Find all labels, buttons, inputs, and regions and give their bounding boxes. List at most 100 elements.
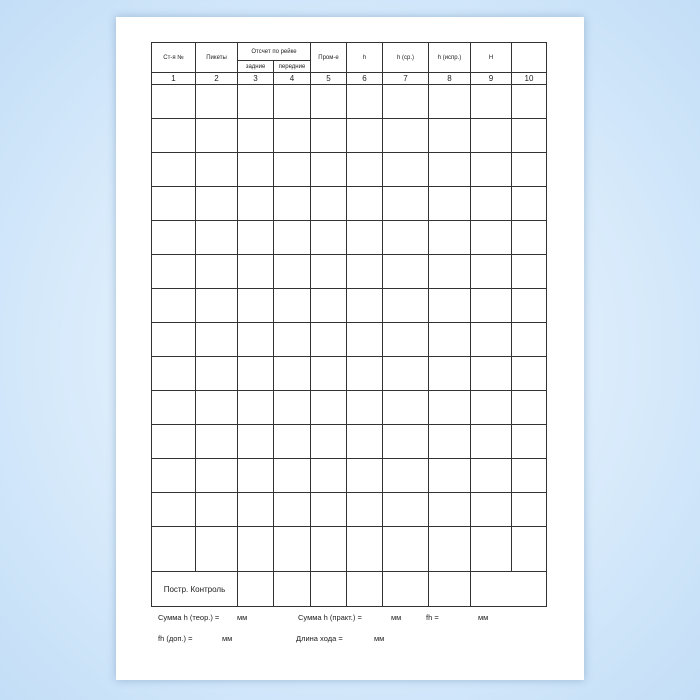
table-cell[interactable]	[428, 322, 471, 357]
table-cell[interactable]	[195, 118, 238, 153]
table-cell[interactable]	[273, 356, 311, 391]
table-cell[interactable]	[237, 492, 274, 527]
table-cell[interactable]	[346, 152, 383, 187]
table-cell[interactable]	[470, 424, 512, 459]
table-cell[interactable]	[382, 288, 429, 323]
table-cell[interactable]	[237, 390, 274, 425]
table-cell[interactable]	[195, 254, 238, 289]
table-cell[interactable]	[310, 186, 347, 221]
table-cell[interactable]	[195, 152, 238, 187]
table-cell[interactable]	[382, 118, 429, 153]
table-cell[interactable]	[346, 458, 383, 493]
table-cell[interactable]	[195, 220, 238, 255]
table-cell[interactable]	[382, 424, 429, 459]
table-cell[interactable]	[470, 322, 512, 357]
table-cell[interactable]	[382, 220, 429, 255]
table-cell[interactable]	[346, 84, 383, 119]
table-cell[interactable]	[310, 152, 347, 187]
table-cell[interactable]	[346, 526, 383, 572]
table-cell[interactable]	[470, 254, 512, 289]
table-cell[interactable]	[195, 390, 238, 425]
table-cell[interactable]	[511, 84, 547, 119]
table-cell[interactable]	[428, 84, 471, 119]
table-cell[interactable]	[151, 492, 196, 527]
table-cell[interactable]	[273, 288, 311, 323]
table-cell[interactable]	[470, 220, 512, 255]
table-cell[interactable]	[310, 458, 347, 493]
table-cell[interactable]	[237, 424, 274, 459]
table-cell[interactable]	[151, 390, 196, 425]
table-cell[interactable]	[151, 458, 196, 493]
table-cell[interactable]	[151, 254, 196, 289]
table-cell[interactable]	[195, 84, 238, 119]
table-cell[interactable]	[195, 186, 238, 221]
table-cell[interactable]	[310, 390, 347, 425]
table-cell[interactable]	[470, 492, 512, 527]
table-cell[interactable]	[382, 356, 429, 391]
table-cell[interactable]	[470, 186, 512, 221]
table-cell[interactable]	[382, 152, 429, 187]
table-cell[interactable]	[151, 424, 196, 459]
table-cell[interactable]	[346, 322, 383, 357]
table-cell[interactable]	[273, 152, 311, 187]
table-cell[interactable]	[273, 571, 311, 607]
table-cell[interactable]	[310, 424, 347, 459]
table-cell[interactable]	[470, 571, 547, 607]
table-cell[interactable]	[428, 390, 471, 425]
table-cell[interactable]	[428, 571, 471, 607]
table-cell[interactable]	[273, 254, 311, 289]
table-cell[interactable]	[237, 322, 274, 357]
table-cell[interactable]	[428, 220, 471, 255]
table-cell[interactable]	[428, 458, 471, 493]
table-cell[interactable]	[346, 424, 383, 459]
table-cell[interactable]	[273, 390, 311, 425]
table-cell[interactable]	[237, 458, 274, 493]
table-cell[interactable]	[346, 492, 383, 527]
table-cell[interactable]	[428, 254, 471, 289]
table-cell[interactable]	[195, 492, 238, 527]
table-cell[interactable]	[237, 254, 274, 289]
table-cell[interactable]	[470, 390, 512, 425]
table-cell[interactable]	[195, 458, 238, 493]
table-cell[interactable]	[310, 356, 347, 391]
table-cell[interactable]	[346, 186, 383, 221]
table-cell[interactable]	[151, 152, 196, 187]
table-cell[interactable]	[237, 152, 274, 187]
table-cell[interactable]	[511, 424, 547, 459]
table-cell[interactable]	[470, 84, 512, 119]
table-cell[interactable]	[151, 288, 196, 323]
table-cell[interactable]	[310, 322, 347, 357]
table-cell[interactable]	[428, 526, 471, 572]
table-cell[interactable]	[428, 118, 471, 153]
table-cell[interactable]	[511, 526, 547, 572]
table-cell[interactable]	[382, 492, 429, 527]
table-cell[interactable]	[273, 322, 311, 357]
table-cell[interactable]	[346, 390, 383, 425]
table-cell[interactable]	[382, 186, 429, 221]
table-cell[interactable]	[511, 152, 547, 187]
table-cell[interactable]	[511, 118, 547, 153]
table-cell[interactable]	[237, 288, 274, 323]
table-cell[interactable]	[470, 526, 512, 572]
table-cell[interactable]	[470, 356, 512, 391]
table-cell[interactable]	[151, 526, 196, 572]
table-cell[interactable]	[511, 458, 547, 493]
table-cell[interactable]	[273, 186, 311, 221]
table-cell[interactable]	[151, 220, 196, 255]
table-cell[interactable]	[511, 356, 547, 391]
table-cell[interactable]	[273, 84, 311, 119]
table-cell[interactable]	[470, 458, 512, 493]
table-cell[interactable]	[428, 424, 471, 459]
table-cell[interactable]	[511, 288, 547, 323]
table-cell[interactable]	[428, 152, 471, 187]
table-cell[interactable]	[237, 186, 274, 221]
table-cell[interactable]	[237, 84, 274, 119]
table-cell[interactable]	[151, 356, 196, 391]
table-cell[interactable]	[310, 288, 347, 323]
table-cell[interactable]	[382, 526, 429, 572]
table-cell[interactable]	[151, 186, 196, 221]
table-cell[interactable]	[382, 254, 429, 289]
table-cell[interactable]	[470, 288, 512, 323]
table-cell[interactable]	[346, 571, 383, 607]
table-cell[interactable]	[151, 322, 196, 357]
